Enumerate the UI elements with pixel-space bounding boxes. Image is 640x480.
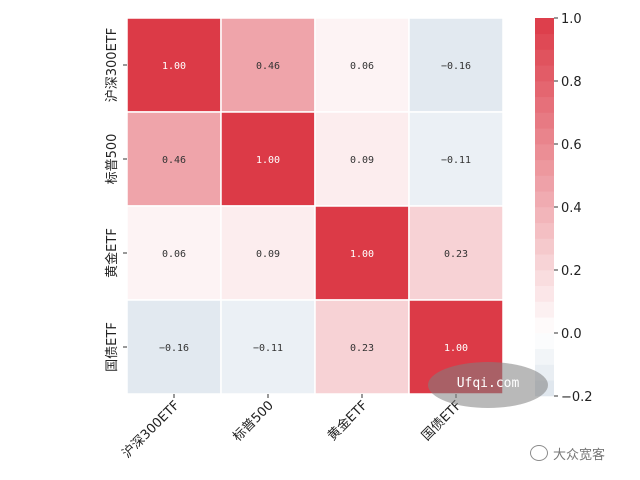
colorbar-band (535, 18, 554, 35)
colorbar-band (535, 128, 554, 145)
y-tick-label: 黄金ETF (104, 228, 120, 278)
colorbar-band (535, 333, 554, 350)
heatmap-cell-0-0 (126, 17, 222, 113)
cell-value-label: 0.23 (350, 343, 374, 354)
heatmap-cell-2-3 (408, 205, 504, 301)
cell-value-label: 0.46 (162, 155, 186, 166)
colorbar-band (535, 207, 554, 224)
cell-value-label: 1.00 (444, 343, 468, 354)
colorbar-tick-label: 1.0 (561, 12, 582, 27)
y-tick-labels: 沪深300ETF 标普500 黄金ETF 国债ETF (104, 28, 127, 372)
cell-value-label: −0.11 (253, 343, 283, 354)
colorbar-band (535, 191, 554, 208)
colorbar-tick-label: 0.8 (561, 75, 582, 90)
cell-value-label: 0.09 (256, 249, 280, 260)
heatmap-cell-0-1 (220, 17, 316, 113)
colorbar-band (535, 112, 554, 129)
watermark: Ufqi.com (428, 362, 548, 408)
colorbar-band (535, 317, 554, 334)
colorbar-band (535, 348, 554, 365)
cell-value-label: 0.46 (256, 61, 280, 72)
x-tick-label: 标普500 (230, 398, 277, 445)
colorbar-band (535, 159, 554, 176)
cell-value-label: −0.16 (441, 61, 471, 72)
heatmap-cell-1-3 (408, 111, 504, 207)
cell-value-label: −0.16 (159, 343, 189, 354)
y-tick-label: 国债ETF (105, 322, 120, 372)
colorbar-band (535, 238, 554, 255)
cell-value-label: 1.00 (256, 155, 280, 166)
heatmap-cell-0-2 (314, 17, 410, 113)
x-tick-label: 黄金ETF (324, 398, 370, 444)
colorbar-tick-label: 0.2 (561, 264, 582, 279)
colorbar-band (535, 254, 554, 271)
colorbar-band (535, 175, 554, 192)
heatmap-cell-3-1 (220, 299, 316, 395)
y-tick-label: 标普500 (105, 134, 120, 185)
cell-value-label: 0.09 (350, 155, 374, 166)
heatmap-cell-0-3 (408, 17, 504, 113)
cell-value-label: −0.11 (441, 155, 471, 166)
x-tick-labels: 沪深300ETF 标普500 黄金ETF 国债ETF (119, 394, 465, 461)
colorbar-band (535, 222, 554, 239)
cell-value-label: 1.00 (162, 61, 186, 72)
colorbar-tick-label: −0.2 (561, 390, 593, 405)
colorbar-tick-label: 0.6 (561, 138, 582, 153)
colorbar-band (535, 49, 554, 66)
colorbar-band (535, 65, 554, 82)
colorbar-band (535, 270, 554, 287)
colorbar-tick-label: 0.0 (561, 327, 582, 342)
cell-value-label: 1.00 (350, 249, 374, 260)
heatmap-cell-2-1 (220, 205, 316, 301)
colorbar-band (535, 33, 554, 50)
wechat-icon (530, 445, 548, 461)
colorbar: 1.0 0.8 0.6 0.4 0.2 0.0 −0.2 (535, 12, 593, 405)
colorbar-band (535, 96, 554, 113)
cell-value-label: 0.06 (162, 249, 186, 260)
colorbar-tick-label: 0.4 (561, 201, 582, 216)
cell-value-label: 0.06 (350, 61, 374, 72)
watermark-text: Ufqi.com (456, 376, 520, 391)
colorbar-band (535, 144, 554, 161)
brand-text: 大众宽客 (553, 447, 606, 463)
cell-value-label: 0.23 (444, 249, 468, 260)
heatmap-cell-1-1 (220, 111, 316, 207)
colorbar-band (535, 301, 554, 318)
colorbar-band (535, 81, 554, 98)
y-tick-label: 沪深300ETF (104, 28, 120, 102)
colorbar-band (535, 285, 554, 302)
x-tick-label: 沪深300ETF (119, 398, 183, 462)
heatmap-cells: 1.00 0.46 0.06 −0.16 0.46 1.00 0.09 −0.11 0.06 0.… (126, 17, 504, 395)
brand-footer: 大众宽客 (530, 443, 605, 463)
